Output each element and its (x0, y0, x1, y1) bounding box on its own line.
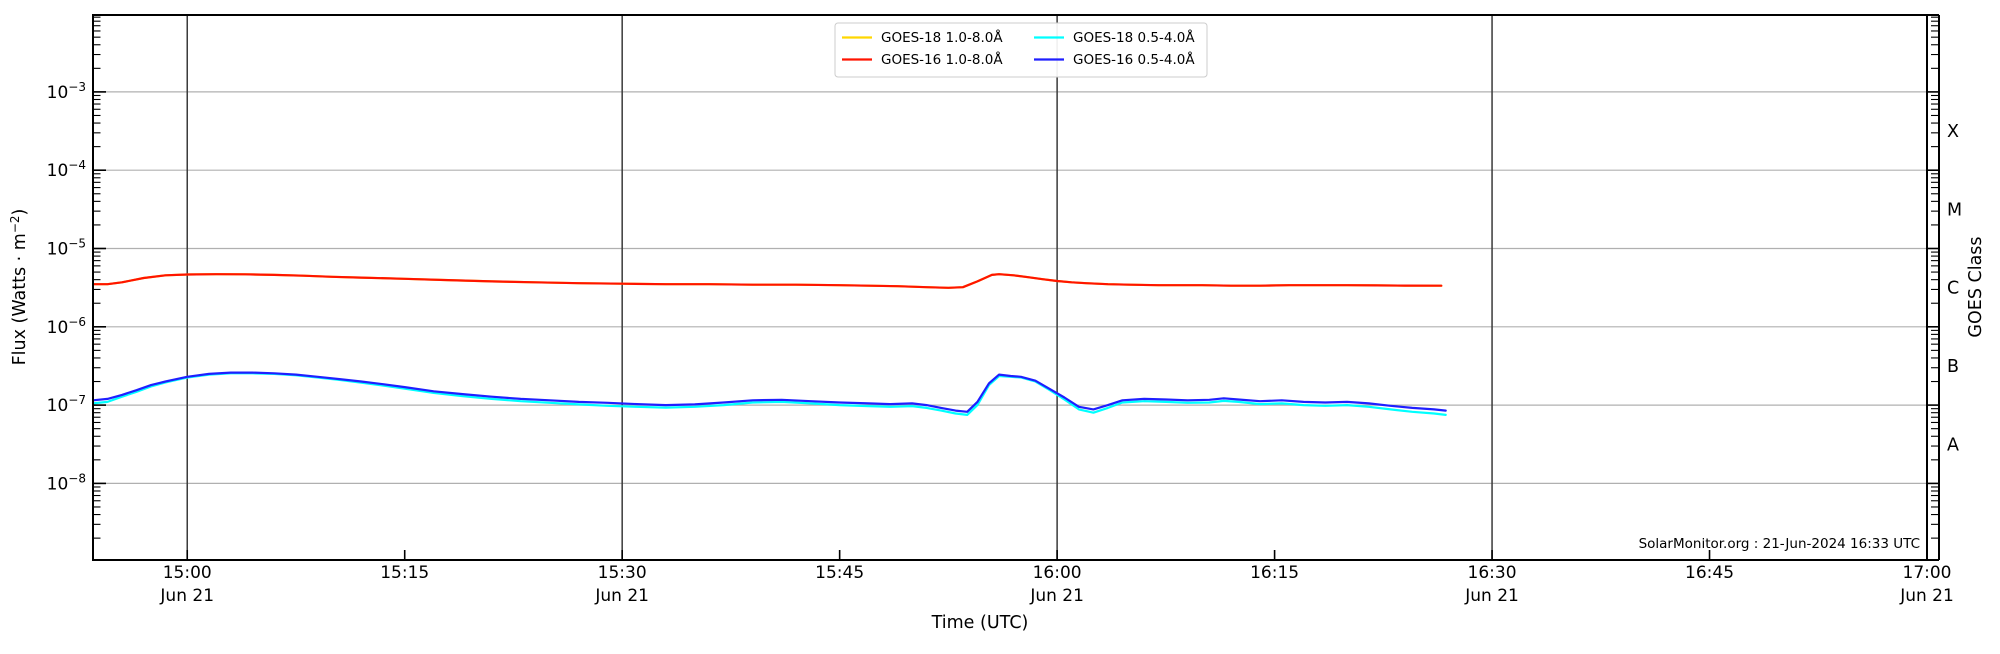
goes-class-label-M: M (1947, 200, 1962, 220)
y-tick-label: 10−3 (47, 80, 86, 103)
x-axis-title: Time (UTC) (931, 613, 1029, 633)
goes-class-label-A: A (1947, 435, 1959, 455)
y-tick-label: 10−7 (47, 393, 86, 416)
legend: GOES-18 1.0-8.0Å GOES-16 1.0-8.0Å GOES-18 … (834, 22, 1208, 78)
x-tick-labels: 15:00 Jun 21 15:15 15:30 Jun 21 15:45 16:00 Jun… (159, 563, 1953, 606)
goes-class-labels: X M C B A (1947, 122, 1962, 455)
x-tick-date-label: Jun 21 (1899, 586, 1954, 606)
flux-curve-goes16_long (93, 273, 1443, 289)
legend-label: GOES-18 1.0-8.0Å (881, 29, 1003, 46)
legend-label: GOES-16 0.5-4.0Å (1073, 51, 1195, 68)
x-tick-date-label: Jun 21 (1464, 586, 1519, 606)
flux-curve-goes16_short (93, 371, 1447, 413)
x-tick-label: 15:30 (598, 563, 647, 583)
legend-label: GOES-16 1.0-8.0Å (881, 51, 1003, 68)
legend-box (834, 22, 1208, 78)
source-annotation: SolarMonitor.org : 21-Jun-2024 16:33 UTC (1639, 536, 1920, 552)
y-tick-label: 10−6 (47, 315, 86, 338)
x-tick-label: 16:30 (1468, 563, 1517, 583)
legend-entry: GOES-18 1.0-8.0Å (842, 29, 1003, 46)
x-tick-label: 15:45 (815, 563, 864, 583)
legend-entry: GOES-18 0.5-4.0Å (1034, 29, 1195, 46)
x-tick-date-label: Jun 21 (1029, 586, 1084, 606)
x-tick-label: 17:00 (1903, 563, 1952, 583)
goes-class-label-B: B (1947, 357, 1959, 377)
y-tick-label: 10−4 (47, 158, 86, 181)
legend-label: GOES-18 0.5-4.0Å (1073, 29, 1195, 46)
series-curves (93, 273, 1447, 416)
x-tick-label: 15:15 (380, 563, 429, 583)
axes-spines (92, 14, 1940, 561)
legend-entry: GOES-16 0.5-4.0Å (1034, 51, 1195, 68)
plot-border (92, 14, 1928, 561)
x-tick-date-label: Jun 21 (159, 586, 214, 606)
horizontal-gridlines (93, 91, 1927, 484)
y-tick-labels: 10−3 10−4 10−5 10−6 10−7 10−8 (47, 80, 86, 494)
y-tick-label: 10−5 (47, 237, 86, 260)
x-tick-label: 16:45 (1685, 563, 1734, 583)
legend-entry: GOES-16 1.0-8.0Å (842, 51, 1003, 68)
y-axis-title: Flux (Watts · m−2) (8, 209, 30, 366)
axis-ticks (93, 16, 1939, 560)
vertical-gridlines (186, 15, 1493, 560)
goes-class-label-C: C (1947, 279, 1959, 299)
right-axis-title: GOES Class (1966, 236, 1986, 337)
x-tick-date-label: Jun 21 (594, 586, 649, 606)
x-tick-label: 15:00 (163, 563, 212, 583)
y-tick-label: 10−8 (47, 471, 86, 494)
x-tick-label: 16:00 (1033, 563, 1082, 583)
goes-class-label-X: X (1947, 122, 1959, 142)
x-tick-label: 16:15 (1250, 563, 1299, 583)
